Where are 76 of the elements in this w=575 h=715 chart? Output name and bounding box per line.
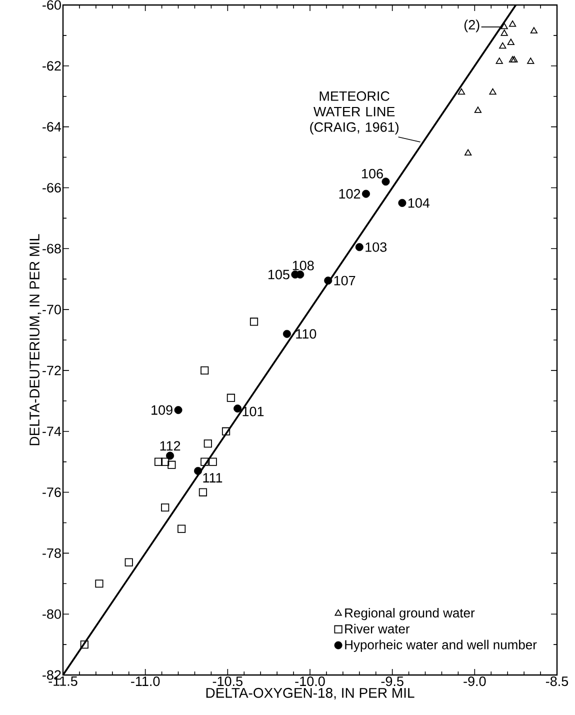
annotation: 105 (268, 270, 290, 280)
point (204, 439, 212, 448)
y-tick-label: -70 (42, 304, 61, 314)
y-tick-label: -74 (42, 426, 62, 436)
point (508, 56, 516, 62)
y-tick-label: -60 (42, 0, 61, 10)
annotation: 110 (296, 329, 316, 339)
point (95, 580, 104, 588)
y-tick-label: -80 (42, 609, 61, 619)
point (499, 42, 506, 49)
y-axis-title: DELTA-DEUTERIUM, IN PER MIL (30, 234, 42, 446)
point (324, 276, 332, 285)
x-tick-label: -9.0 (464, 676, 486, 686)
annotation: 108 (292, 260, 314, 270)
annotation: 107 (334, 276, 356, 286)
point (166, 452, 174, 460)
y-tick-label: -64 (42, 122, 62, 132)
point (174, 406, 182, 414)
x-tick-label: -10.0 (295, 676, 325, 686)
annotation: 112 (160, 441, 180, 451)
point (80, 640, 88, 649)
x-tick-label: -10.5 (212, 676, 242, 686)
point (496, 58, 503, 64)
point (250, 318, 258, 326)
point (508, 20, 516, 27)
point (282, 330, 291, 338)
y-tick-label: -66 (42, 182, 61, 192)
point (530, 27, 538, 34)
annotation: 102 (339, 189, 360, 199)
annotation: 106 (362, 168, 383, 178)
point (398, 198, 406, 207)
y-tick-label: -68 (42, 244, 61, 254)
point (154, 458, 163, 466)
legend-label: River water (345, 624, 410, 634)
point (510, 56, 518, 62)
point (200, 458, 209, 466)
annotation: METEORIC WATER LINE (CRAIG, 1961) (310, 91, 398, 135)
point (474, 106, 482, 113)
point (124, 558, 133, 566)
point (222, 427, 230, 436)
y-tick-label: -72 (42, 366, 61, 376)
y-tick-label: -62 (42, 61, 61, 71)
point (234, 404, 242, 413)
point (458, 88, 466, 95)
point (507, 38, 514, 46)
legend-label: Hyporheic water and well number (345, 640, 537, 652)
annotation: (2) (464, 20, 480, 32)
point (527, 58, 534, 64)
legend-label: Regional ground water (345, 608, 475, 620)
point (355, 243, 364, 252)
annotation: 109 (152, 405, 172, 415)
point (500, 22, 508, 30)
point (362, 190, 370, 198)
point (464, 149, 472, 156)
point (200, 366, 209, 374)
point (208, 458, 217, 466)
annotation: 104 (408, 198, 430, 208)
y-tick-label: -76 (42, 487, 61, 498)
x-tick-label: -11.0 (131, 676, 160, 686)
annotation: 101 (242, 406, 264, 416)
point (161, 458, 170, 466)
point (382, 178, 390, 186)
x-tick-label: -8.5 (546, 676, 568, 686)
point (500, 30, 508, 36)
y-tick-label: -78 (42, 548, 61, 558)
annotation: 111 (203, 473, 222, 482)
point (198, 488, 208, 496)
annotation: 103 (366, 242, 387, 252)
x-axis-title: DELTA-OXYGEN-18, IN PER MIL (206, 688, 414, 700)
point (226, 394, 236, 402)
point (161, 503, 170, 512)
point (194, 466, 202, 475)
x-tick-label: -9.5 (381, 676, 404, 686)
point (489, 88, 496, 95)
point (178, 524, 186, 533)
point (168, 460, 176, 469)
